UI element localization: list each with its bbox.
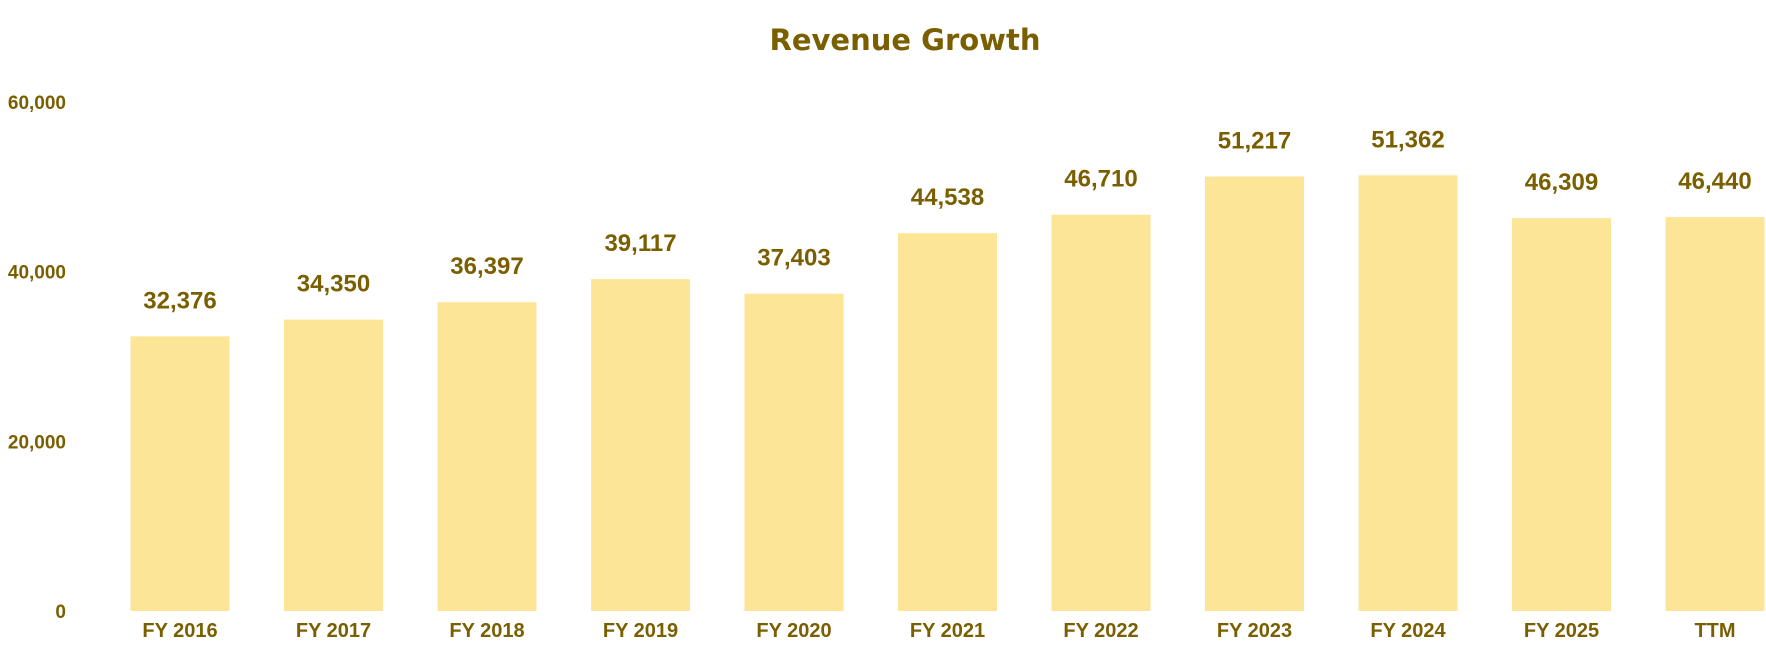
x-axis: FY 2016 FY 2017 FY 2018 FY 2019 FY 2020 FY 20… <box>142 620 1735 642</box>
data-labels-group: 32,376 34,350 36,397 39,117 37,403 44,538 46,7… <box>143 126 1751 314</box>
bar <box>437 302 537 611</box>
y-axis: 0 20,000 40,000 60,000 <box>8 93 66 623</box>
y-tick-label: 60,000 <box>8 93 66 114</box>
data-label: 51,217 <box>1218 128 1291 155</box>
x-tick-label: FY 2025 <box>1524 620 1599 642</box>
bar <box>130 336 230 611</box>
data-label: 44,538 <box>911 184 984 211</box>
bar <box>898 233 997 611</box>
bar <box>1665 217 1765 611</box>
data-label: 32,376 <box>143 287 216 314</box>
data-label: 37,403 <box>757 245 830 272</box>
x-tick-label: FY 2021 <box>910 620 985 642</box>
bar <box>744 293 844 611</box>
data-label: 46,309 <box>1525 169 1598 196</box>
bar <box>1051 214 1151 611</box>
data-label: 34,350 <box>297 271 370 298</box>
x-tick-label: FY 2017 <box>296 620 371 642</box>
bar <box>1512 218 1611 611</box>
y-tick-label: 20,000 <box>8 432 66 453</box>
x-tick-label: FY 2019 <box>603 620 678 642</box>
bar <box>1358 175 1458 611</box>
x-tick-label: FY 2020 <box>756 620 831 642</box>
data-label: 51,362 <box>1371 126 1444 153</box>
x-tick-label: FY 2022 <box>1063 620 1138 642</box>
x-tick-label: TTM <box>1694 620 1735 642</box>
data-label: 36,397 <box>450 253 523 280</box>
bar <box>284 319 383 611</box>
chart-title: Revenue Growth <box>770 23 1041 57</box>
x-tick-label: FY 2024 <box>1370 620 1446 642</box>
data-label: 39,117 <box>604 230 676 257</box>
bar <box>591 279 690 611</box>
bars-group <box>130 175 1765 612</box>
y-tick-label: 0 <box>55 602 66 623</box>
data-label: 46,710 <box>1064 166 1137 193</box>
x-tick-label: FY 2016 <box>142 620 217 642</box>
bar <box>1205 176 1304 612</box>
x-tick-label: FY 2023 <box>1217 620 1292 642</box>
data-label: 46,440 <box>1678 168 1751 195</box>
x-tick-label: FY 2018 <box>449 620 524 642</box>
y-tick-label: 40,000 <box>8 263 66 284</box>
